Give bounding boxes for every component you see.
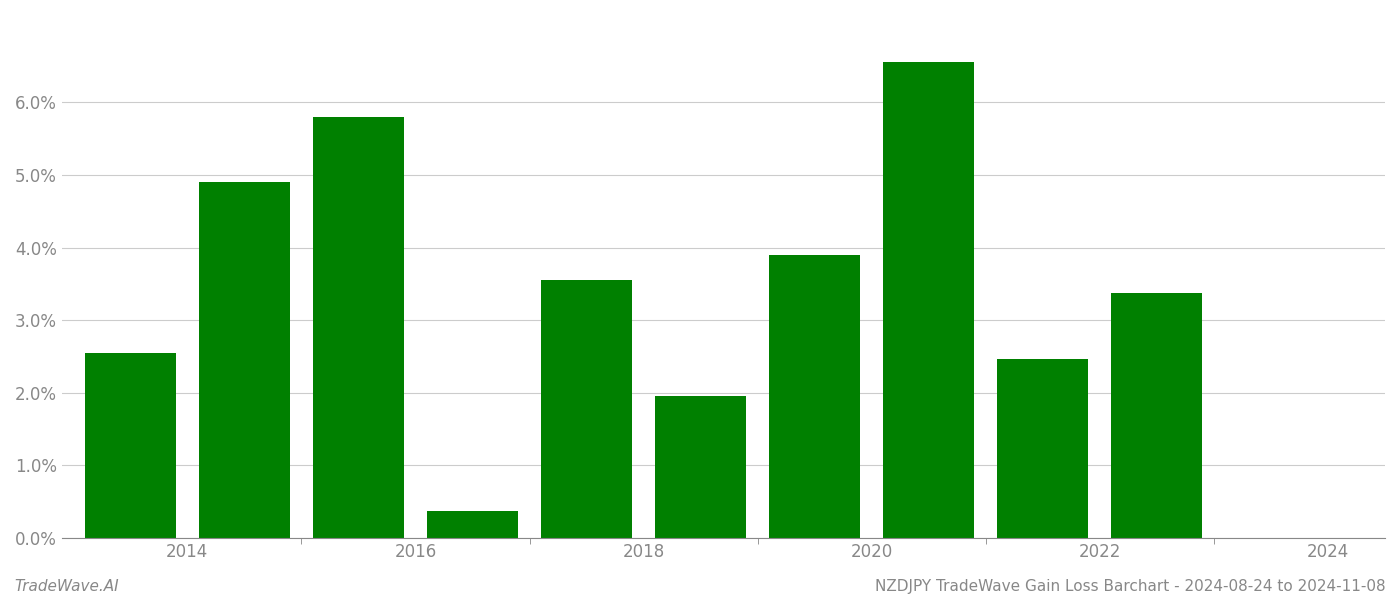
Bar [1112, 293, 1203, 538]
Bar [84, 353, 176, 538]
Bar [769, 255, 861, 538]
Bar [199, 182, 290, 538]
Bar [427, 511, 518, 538]
Bar [655, 397, 746, 538]
Bar [540, 280, 633, 538]
Text: NZDJPY TradeWave Gain Loss Barchart - 2024-08-24 to 2024-11-08: NZDJPY TradeWave Gain Loss Barchart - 20… [875, 579, 1386, 594]
Text: TradeWave.AI: TradeWave.AI [14, 579, 119, 594]
Bar [997, 359, 1088, 538]
Bar [883, 62, 974, 538]
Bar [312, 117, 405, 538]
